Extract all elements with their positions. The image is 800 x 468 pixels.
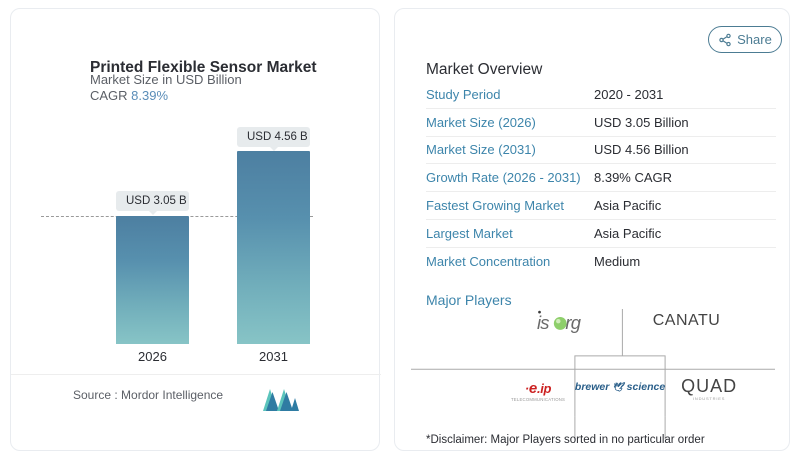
svg-text:is: is [537, 312, 549, 333]
svg-text:rg: rg [565, 312, 581, 333]
